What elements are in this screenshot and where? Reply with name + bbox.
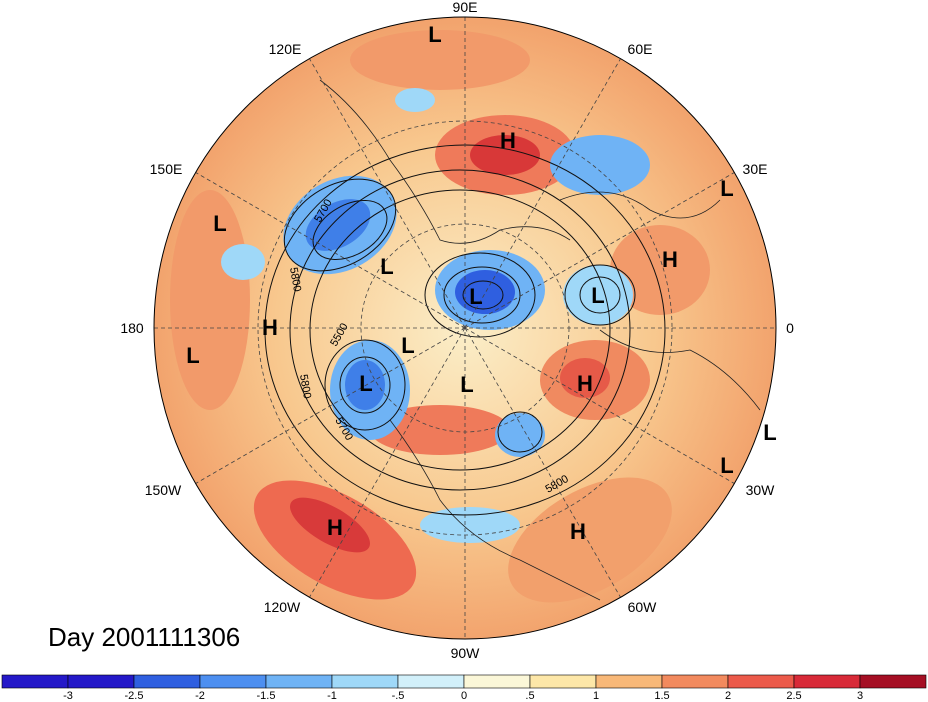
pressure-center-2: L — [720, 176, 733, 201]
colorbar-swatch — [199, 674, 267, 689]
pressure-center-1: H — [500, 128, 516, 153]
colorbar-swatch — [265, 674, 333, 689]
contour-label-3: 5800 — [297, 373, 313, 399]
lon-label-150w: 150W — [145, 482, 182, 498]
colorbar-swatch — [595, 674, 663, 689]
pressure-center-17: H — [570, 519, 586, 544]
pressure-center-14: H — [577, 371, 593, 396]
colorbar-swatch — [529, 674, 597, 689]
pressure-center-16: H — [327, 515, 343, 540]
colorbar-tick-label: 0 — [461, 690, 467, 702]
lon-label-60e: 60E — [628, 41, 653, 57]
lon-label-0: 0 — [786, 320, 794, 336]
lon-label-150e: 150E — [150, 161, 183, 177]
pressure-center-13: L — [460, 372, 473, 397]
lon-label-30w: 30W — [746, 482, 776, 498]
colorbar-tick-label: 2.5 — [786, 690, 801, 702]
colorbar-tick-label: -1.5 — [257, 690, 276, 702]
colorbar-swatch — [859, 674, 927, 689]
colorbar-tick-label: -3 — [63, 690, 73, 702]
colorbar-swatch — [793, 674, 861, 689]
pressure-center-9: H — [262, 315, 278, 340]
pressure-center-7: L — [380, 254, 393, 279]
colorbar-tick-label: -2.5 — [125, 690, 144, 702]
lon-label-30e: 30E — [743, 161, 768, 177]
colorbar-swatch — [331, 674, 399, 689]
pressure-center-markers: L H L L H L L L L H L L L L H L H H — [186, 22, 776, 544]
pressure-center-10: L — [186, 343, 199, 368]
pressure-center-4: H — [662, 247, 678, 272]
colorbar-swatch — [661, 674, 729, 689]
colorbar-swatch — [133, 674, 201, 689]
day-title: Day 2001111306 — [48, 622, 240, 652]
colorbar-tick-label: -.5 — [392, 690, 405, 702]
lon-label-120w: 120W — [264, 599, 301, 615]
graticule — [154, 17, 776, 639]
colorbar-swatch — [67, 674, 135, 689]
colorbar: -3 -2.5 -2 -1.5 -1 -.5 0 .5 1 1.5 2 2.5 3 — [1, 674, 927, 702]
pressure-center-3: L — [591, 283, 604, 308]
lon-label-180: 180 — [120, 320, 144, 336]
lon-label-90e: 90E — [453, 0, 478, 15]
colorbar-tick-label: 1.5 — [654, 690, 669, 702]
colorbar-tick-label: .5 — [525, 690, 534, 702]
contour-label-1: 5800 — [287, 266, 303, 292]
pressure-center-0: L — [428, 22, 441, 47]
lon-label-120e: 120E — [269, 41, 302, 57]
colorbar-swatch — [727, 674, 795, 689]
colorbar-swatch — [1, 674, 69, 689]
colorbar-swatch — [463, 674, 531, 689]
pressure-center-6: L — [213, 211, 226, 236]
colorbar-tick-label: -1 — [327, 690, 337, 702]
lon-label-90w: 90W — [451, 645, 481, 661]
pressure-center-11: L — [359, 371, 372, 396]
colorbar-tick-label: 3 — [857, 690, 863, 702]
colorbar-tick-label: -2 — [195, 690, 205, 702]
lon-label-60w: 60W — [628, 599, 658, 615]
pressure-center-12: L — [401, 333, 414, 358]
colorbar-tick-label: 2 — [725, 690, 731, 702]
pressure-center-15: L — [763, 420, 776, 445]
pressure-center-5: L — [720, 453, 733, 478]
colorbar-swatch — [397, 674, 465, 689]
pressure-center-8: L — [469, 284, 482, 309]
colorbar-tick-label: 1 — [593, 690, 599, 702]
